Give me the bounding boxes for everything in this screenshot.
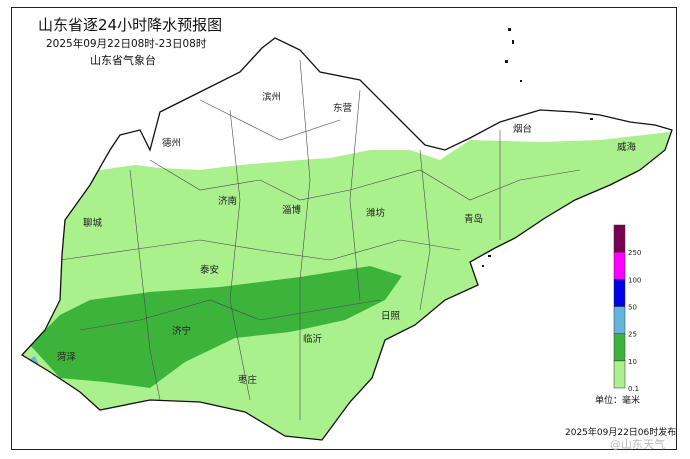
city-label: 济南	[218, 195, 237, 207]
legend-swatch	[613, 333, 626, 362]
city-label: 东营	[333, 102, 352, 114]
legend-swatch	[613, 279, 626, 307]
watermark: @山东天气	[610, 438, 665, 451]
legend-tick: 25	[628, 331, 637, 339]
legend-swatch	[613, 251, 626, 280]
city-label: 日照	[381, 311, 401, 322]
city-label: 德州	[162, 137, 181, 149]
city-label: 潍坊	[366, 207, 386, 219]
legend-tick: 100	[628, 276, 641, 284]
city-label: 枣庄	[238, 374, 258, 386]
city-labels: 滨州 东营 烟台 威海 德州 济南 淄博 潍坊 青岛 聊城 泰安 济宁 菏泽 临…	[57, 91, 637, 386]
legend: 0.1 10 25 50 100 250	[613, 224, 641, 393]
legend-swatch	[613, 360, 626, 389]
legend-tick: 0.1	[628, 385, 639, 393]
city-label: 青岛	[464, 213, 483, 225]
map-title: 山东省逐24小时降水预报图	[38, 16, 223, 34]
city-label: 聊城	[83, 217, 103, 229]
map-frame	[11, 7, 677, 450]
moderate-rain-area	[30, 266, 402, 388]
city-label: 泰安	[200, 264, 219, 276]
legend-tick: 10	[628, 358, 637, 366]
city-label: 淄博	[282, 204, 302, 216]
islands	[482, 28, 593, 267]
legend-unit: 单位：毫米	[595, 396, 641, 406]
city-label: 滨州	[262, 91, 281, 103]
legend-tick: 50	[628, 304, 637, 312]
city-label: 烟台	[513, 123, 532, 135]
city-label: 菏泽	[57, 352, 77, 363]
legend-tick: 250	[628, 249, 641, 257]
city-label: 临沂	[303, 333, 323, 345]
legend-swatch	[613, 224, 626, 253]
city-label: 济宁	[172, 325, 191, 337]
legend-swatch	[613, 306, 626, 334]
county-boundaries	[59, 59, 581, 420]
city-label: 威海	[617, 141, 637, 153]
issuer: 山东省气象台	[90, 54, 156, 67]
issue-time: 2025年09月22日06时发布	[565, 428, 677, 438]
forecast-period: 2025年09月22日08时-23日08时	[46, 38, 207, 50]
